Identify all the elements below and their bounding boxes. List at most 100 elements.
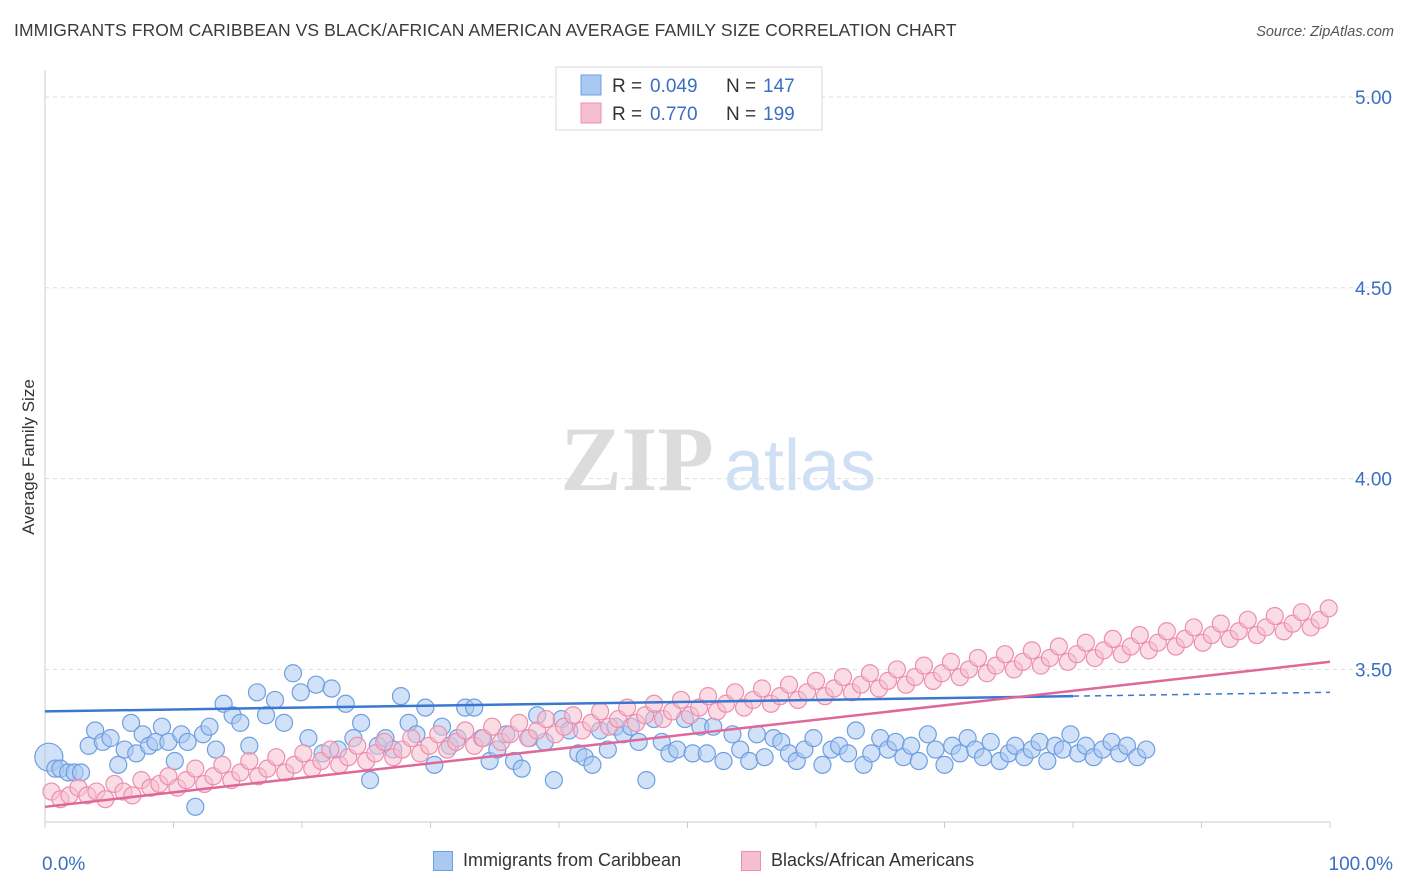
point-caribbean: [950, 744, 970, 763]
point-caribbean: [1030, 732, 1049, 752]
point-caribbean: [740, 751, 759, 771]
chart-title: IMMIGRANTS FROM CARIBBEAN VS BLACK/AFRIC…: [14, 20, 957, 40]
point-caribbean: [935, 755, 954, 774]
point-caribbean: [178, 732, 197, 752]
point-caribbean: [886, 732, 905, 752]
trend-line-caribbean-dashed: [1072, 691, 1331, 697]
point-caribbean: [544, 771, 563, 790]
point-caribbean: [755, 748, 774, 767]
trend-lines: [44, 660, 1331, 809]
point-black: [671, 690, 691, 710]
point-caribbean: [629, 732, 648, 752]
legend-item-caribbean[interactable]: Immigrants from Caribbean: [433, 850, 681, 871]
point-caribbean: [121, 713, 141, 732]
x-tick-labels: 0.0% 100.0%: [42, 854, 1393, 875]
watermark-zip: ZIP: [560, 408, 713, 510]
point-black: [321, 740, 340, 759]
legend-swatch-pink: [741, 850, 761, 871]
x-tick-label-right: 100.0%: [1329, 854, 1394, 875]
y-tick-label: 4.50: [1355, 279, 1392, 300]
legend-r-label: R =: [612, 76, 642, 97]
point-caribbean: [71, 763, 91, 782]
point-black: [752, 679, 772, 698]
legend-swatch-blue: [433, 850, 453, 871]
point-caribbean: [109, 755, 128, 774]
point-black: [564, 706, 583, 725]
point-black: [1076, 633, 1095, 652]
correlation-legend: R = 0.049 N = 147 R = 0.770 N = 199: [555, 66, 823, 131]
point-caribbean: [101, 729, 120, 748]
point-black: [995, 645, 1014, 664]
point-caribbean: [714, 751, 733, 771]
point-black: [240, 751, 259, 771]
point-black: [591, 702, 610, 721]
point-black: [402, 729, 421, 748]
point-caribbean: [231, 713, 250, 732]
point-black: [1184, 618, 1203, 637]
point-caribbean: [256, 706, 276, 725]
point-caribbean: [909, 751, 928, 771]
point-black: [1130, 625, 1149, 645]
point-caribbean: [512, 759, 531, 778]
y-tick-labels: 3.50 4.00 4.50 5.00: [1355, 88, 1392, 681]
point-caribbean: [291, 683, 310, 702]
grid-lines: [45, 96, 1392, 670]
point-caribbean: [465, 698, 484, 717]
point-black: [833, 667, 853, 687]
point-caribbean: [152, 717, 172, 736]
legend-item-black[interactable]: Blacks/African Americans: [741, 850, 974, 871]
point-black: [1319, 599, 1338, 618]
point-caribbean: [165, 751, 184, 771]
legend-swatch-pink: [580, 102, 602, 124]
point-caribbean: [839, 744, 858, 763]
point-black: [941, 652, 961, 671]
point-caribbean: [186, 797, 205, 816]
point-black: [644, 694, 664, 713]
point-black: [483, 717, 502, 736]
axes: [44, 70, 1331, 828]
point-caribbean: [981, 732, 1000, 752]
watermark: ZIP atlas: [560, 408, 876, 510]
point-caribbean: [352, 713, 371, 732]
point-black: [806, 671, 826, 690]
point-caribbean: [247, 683, 267, 702]
point-caribbean: [1117, 736, 1137, 755]
x-tick-label-left: 0.0%: [42, 854, 85, 875]
point-caribbean: [391, 687, 411, 706]
point-caribbean: [1137, 740, 1156, 759]
series-black-points: [42, 599, 1338, 809]
point-black: [510, 713, 529, 732]
point-black: [779, 675, 799, 694]
legend-label-caribbean: Immigrants from Caribbean: [463, 850, 682, 870]
legend-label-black: Blacks/African Americans: [771, 850, 975, 870]
point-black: [1265, 606, 1284, 626]
y-tick-label: 5.00: [1355, 88, 1392, 109]
trend-line-black: [44, 660, 1331, 809]
trend-line-caribbean: [44, 694, 1074, 713]
point-black: [860, 664, 880, 683]
point-caribbean: [240, 736, 259, 755]
legend-n-value: 147: [763, 76, 795, 97]
point-black: [1103, 629, 1122, 649]
point-caribbean: [1061, 725, 1080, 744]
point-caribbean: [846, 721, 865, 740]
point-caribbean: [926, 740, 945, 759]
point-black: [186, 759, 205, 778]
point-caribbean: [901, 736, 921, 755]
point-caribbean: [307, 675, 326, 694]
point-caribbean: [668, 740, 687, 759]
point-black: [1238, 610, 1257, 629]
point-black: [1211, 614, 1230, 633]
point-caribbean: [416, 698, 435, 717]
point-black: [348, 736, 367, 755]
bottom-legend: Immigrants from Caribbean Blacks/African…: [0, 850, 1406, 880]
point-black: [267, 748, 286, 767]
point-caribbean: [637, 771, 656, 790]
point-caribbean: [274, 713, 294, 732]
chart-source: Source: ZipAtlas.com: [1256, 24, 1394, 40]
point-black: [456, 721, 475, 740]
point-caribbean: [265, 690, 285, 710]
point-caribbean: [862, 744, 881, 763]
legend-swatch-blue: [580, 74, 602, 96]
